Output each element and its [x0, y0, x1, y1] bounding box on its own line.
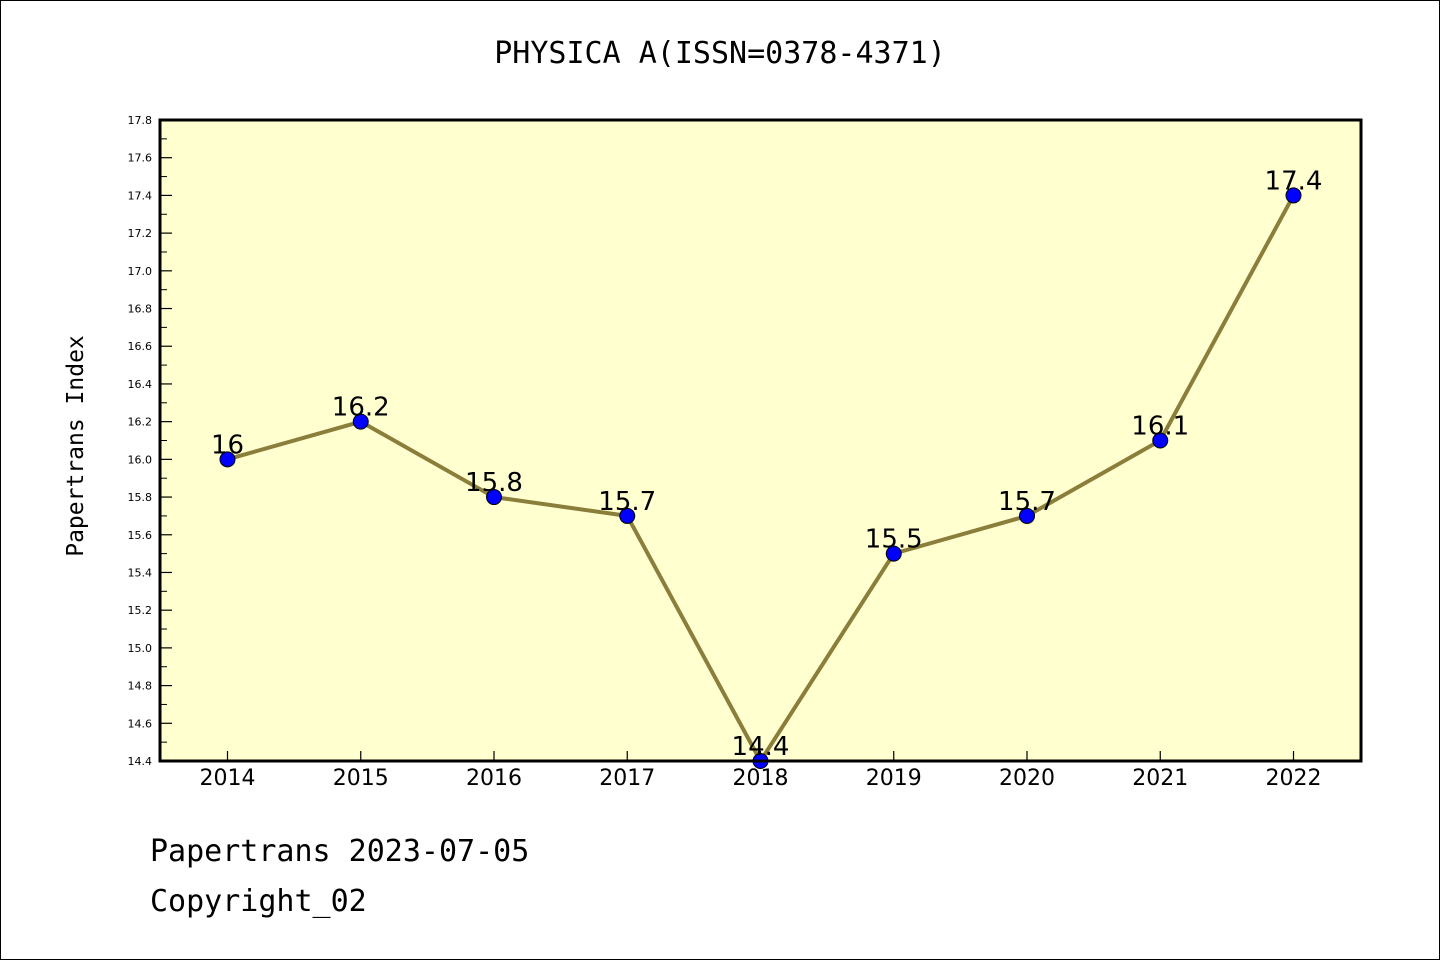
y-tick-label: 15.2 — [128, 604, 153, 617]
y-tick-label: 17.0 — [128, 265, 153, 278]
data-point-2021 — [1152, 432, 1169, 449]
data-labels: 16 16.2 15.8 15.7 14.4 15.5 15.7 16.1 17.4 — [211, 166, 1322, 762]
y-tick-label: 16.2 — [128, 416, 153, 429]
x-tick-label: 2014 — [200, 766, 256, 791]
x-tick-label: 2019 — [866, 766, 922, 791]
y-tick-label: 14.8 — [128, 680, 153, 693]
x-tick-label: 2016 — [466, 766, 522, 791]
x-tick-label: 2017 — [599, 766, 655, 791]
y-tick-label: 16.8 — [128, 303, 153, 316]
data-label-2015: 16.2 — [332, 393, 390, 423]
data-point-2015 — [352, 413, 369, 430]
data-label-2014: 16 — [211, 430, 244, 460]
y-tick-label: 17.6 — [128, 152, 153, 165]
x-tick-label: 2020 — [999, 766, 1055, 791]
data-label-2020: 15.7 — [998, 487, 1056, 517]
y-tick-label: 17.8 — [128, 114, 153, 127]
y-axis: 14.4 14.6 14.8 15.0 15.2 15.4 15.6 15.8 16.0 16.2… — [128, 114, 172, 768]
data-point-2014 — [219, 451, 236, 468]
plot-border — [158, 118, 1363, 763]
data-label-2022: 17.4 — [1265, 166, 1323, 196]
footer-source-date: Papertrans 2023-07-05 — [150, 834, 530, 869]
data-point-2017 — [619, 507, 636, 524]
data-label-2016: 15.8 — [465, 468, 523, 498]
x-axis: 2014 2015 2016 2017 2018 2019 2020 2021 2022 — [200, 751, 1322, 791]
data-label-2018: 14.4 — [732, 732, 790, 762]
data-label-2021: 16.1 — [1131, 412, 1189, 442]
data-label-2019: 15.5 — [865, 525, 923, 555]
y-tick-label: 16.6 — [128, 340, 153, 353]
data-label-2017: 15.7 — [598, 487, 656, 517]
footer-copyright: Copyright_02 — [150, 884, 367, 919]
y-tick-label: 14.4 — [128, 755, 153, 768]
y-tick-label: 16.0 — [128, 453, 153, 466]
data-point-2016 — [486, 489, 502, 506]
y-tick-label: 14.6 — [128, 717, 153, 730]
y-tick-label: 15.4 — [128, 566, 153, 579]
chart-title: PHYSICA A(ISSN=0378-4371) — [494, 36, 946, 71]
y-tick-label: 17.4 — [128, 189, 153, 202]
x-tick-label: 2018 — [733, 766, 789, 791]
data-point-2022 — [1285, 187, 1302, 204]
y-tick-label: 15.0 — [128, 642, 153, 655]
y-tick-label: 15.6 — [128, 529, 153, 542]
x-tick-label: 2022 — [1266, 766, 1322, 791]
y-tick-label: 17.2 — [128, 227, 153, 240]
x-tick-label: 2021 — [1132, 766, 1188, 791]
data-point-2020 — [1019, 507, 1035, 524]
x-tick-label: 2015 — [333, 766, 389, 791]
y-tick-label: 16.4 — [128, 378, 153, 391]
y-tick-label: 15.8 — [128, 491, 153, 504]
data-point-2019 — [885, 545, 902, 562]
